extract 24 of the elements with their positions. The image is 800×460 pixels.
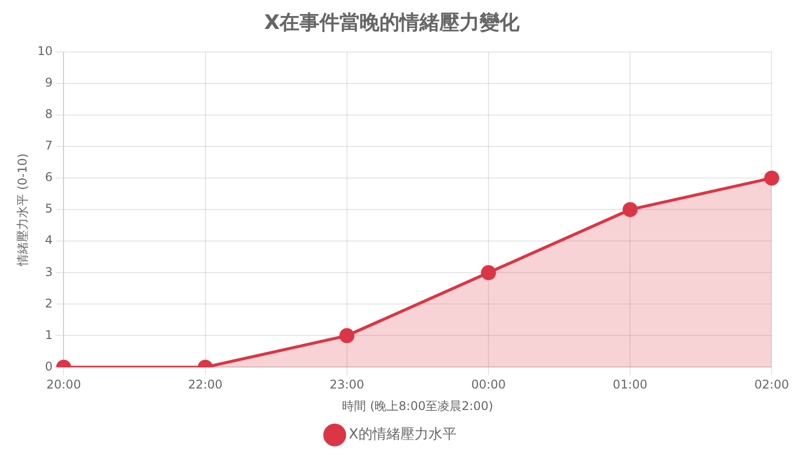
y-tick-label: 4: [45, 233, 53, 248]
y-tick-label: 9: [45, 76, 53, 90]
legend-label: X的情緒壓力水平: [348, 426, 456, 443]
x-tick-label: 22:00: [188, 378, 223, 392]
x-axis-title: 時間 (晚上8:00至凌晨2:00): [342, 398, 494, 413]
chart-title: X在事件當晚的情緒壓力變化: [264, 10, 521, 34]
x-tick-label: 02:00: [754, 378, 790, 392]
point: [480, 265, 496, 280]
x-tick-label: 00:00: [471, 378, 506, 392]
x-tick-label: 20:00: [46, 378, 81, 392]
y-axis-title: 情緒壓力水平 (0-10): [15, 153, 30, 267]
y-tick-label: 5: [45, 202, 53, 216]
x-tick-label: 23:00: [330, 378, 364, 392]
x-tick-label: 01:00: [612, 378, 648, 392]
y-tick-label: 10: [37, 44, 53, 58]
y-tick-label: 0: [45, 359, 53, 374]
y-tick-label: 2: [45, 296, 53, 310]
point: [764, 170, 780, 186]
point: [622, 202, 638, 218]
y-tick-label: 3: [45, 264, 53, 279]
y-tick-label: 8: [45, 107, 53, 122]
y-tick-label: 6: [45, 170, 53, 184]
y-tick-label: 1: [45, 328, 53, 342]
y-tick-label: 7: [45, 138, 53, 153]
